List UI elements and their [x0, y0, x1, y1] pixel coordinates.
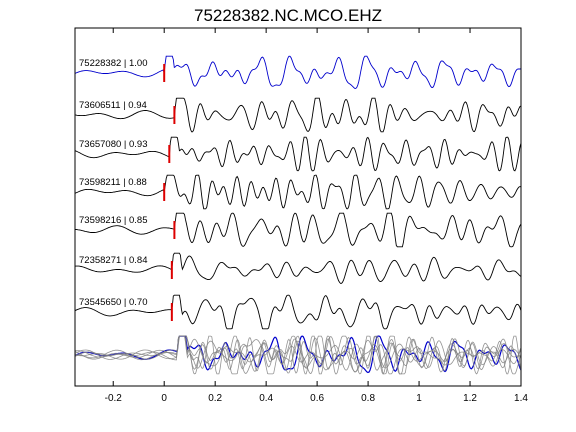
x-tick-label: 0.2: [208, 393, 222, 404]
x-tick-label: 0.4: [259, 393, 273, 404]
waveform-trace-73598211: [74, 174, 522, 210]
x-tick-label: 1.4: [514, 393, 528, 404]
waveform-trace-73598216: [74, 212, 522, 248]
trace-label-72358271: 72358271 | 0.84: [79, 255, 148, 266]
stack-trace-73657080: [74, 335, 522, 375]
trace-label-73606511: 73606511 | 0.94: [79, 100, 147, 111]
waveform-trace-73545650: [74, 294, 522, 330]
x-tick-label: 1: [416, 393, 422, 404]
waveform-trace-73606511: [74, 97, 522, 133]
waveform-trace-75228382: [74, 55, 522, 89]
waveform-trace-72358271: [74, 252, 522, 284]
waveform-trace-73657080: [74, 136, 522, 172]
stack-trace-73545650: [74, 335, 522, 375]
x-tick-label: 0.8: [361, 393, 375, 404]
x-tick-label: 1.2: [463, 393, 477, 404]
stack-trace-72358271: [74, 335, 522, 371]
trace-label-73545650: 73545650 | 0.70: [79, 297, 148, 308]
trace-label-73598216: 73598216 | 0.85: [79, 215, 148, 226]
stack-trace-73598211: [74, 335, 522, 375]
x-tick-label: 0.6: [310, 393, 324, 404]
trace-label-73657080: 73657080 | 0.93: [79, 139, 148, 150]
stack-trace-73598216: [74, 335, 522, 375]
axes-frame: [74, 27, 522, 387]
chart-title: 75228382.NC.MCO.EHZ: [193, 6, 383, 25]
x-tick-label: 0: [161, 393, 167, 404]
trace-label-73598211: 73598211 | 0.88: [79, 177, 147, 188]
x-tick-label: -0.2: [105, 393, 123, 404]
trace-label-75228382: 75228382 | 1.00: [79, 58, 148, 69]
